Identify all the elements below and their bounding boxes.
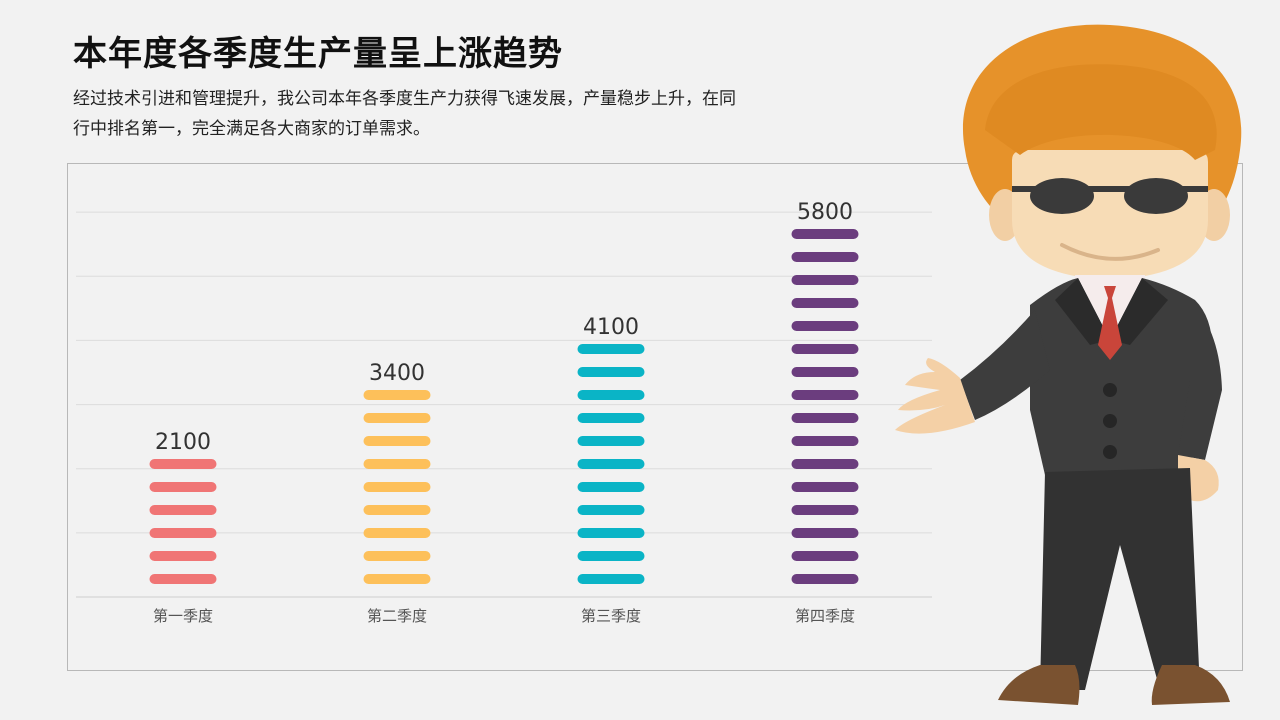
smile-icon: [1060, 243, 1160, 261]
bar-segment: [149, 528, 217, 538]
bar-segment: [363, 551, 431, 561]
x-tick-label: 第三季度: [581, 607, 641, 625]
jacket-icon: [1030, 278, 1213, 475]
bar-segment: [577, 413, 645, 423]
bar-segment: [149, 482, 217, 492]
chart-grid: [76, 211, 932, 598]
tie-icon: [1098, 286, 1122, 360]
bar-3: [577, 344, 645, 584]
bar-segment: [791, 413, 859, 423]
data-label: 5800: [797, 200, 853, 225]
bar-4: [791, 229, 859, 584]
bar-segment: [791, 551, 859, 561]
bar-segment: [149, 459, 217, 469]
bar-segment: [577, 344, 645, 354]
bar-segment: [577, 390, 645, 400]
bar-segment: [577, 459, 645, 469]
bar-segment: [577, 574, 645, 584]
page-description: 经过技术引进和管理提升，我公司本年各季度生产力获得飞速发展，产量稳步上升，在同行…: [73, 89, 736, 139]
bar-segment: [363, 482, 431, 492]
left-arm-icon: [960, 310, 1050, 420]
bar-segment: [791, 275, 859, 285]
bar-segment: [791, 574, 859, 584]
bar-segment: [791, 390, 859, 400]
bar-segment: [577, 436, 645, 446]
sunglasses-left-icon: [1030, 178, 1094, 214]
bar-segment: [363, 505, 431, 515]
bar-segment: [791, 436, 859, 446]
chart-labels: 2100 第一季度 3400 第二季度 4100 第三季度 5800 第四季度: [153, 200, 855, 625]
bar-segment: [577, 367, 645, 377]
bar-segment: [363, 459, 431, 469]
bar-segment: [791, 528, 859, 538]
data-label: 2100: [155, 430, 211, 455]
data-label: 4100: [583, 315, 639, 340]
bar-segment: [363, 574, 431, 584]
bar-segment: [791, 229, 859, 239]
sunglasses-right-icon: [1124, 178, 1188, 214]
chart-bars: [149, 229, 859, 584]
bar-segment: [791, 298, 859, 308]
bar-segment: [791, 321, 859, 331]
lapel-left-icon: [1055, 278, 1110, 345]
left-hand-icon: [895, 358, 975, 434]
bar-segment: [363, 528, 431, 538]
glasses-bridge-icon: [1012, 186, 1208, 192]
lapel-right-icon: [1110, 278, 1168, 345]
chart-frame: [67, 163, 1243, 671]
data-label: 3400: [369, 361, 425, 386]
bar-2: [363, 390, 431, 584]
trousers-icon: [1040, 468, 1200, 690]
bar-segment: [791, 367, 859, 377]
bar-segment: [149, 574, 217, 584]
left-shoe-icon: [998, 665, 1080, 705]
bar-segment: [577, 528, 645, 538]
bar-segment: [791, 344, 859, 354]
jacket-button-icon: [1103, 383, 1117, 397]
page-title: 本年度各季度生产量呈上涨趋势: [73, 34, 563, 74]
bar-segment: [577, 551, 645, 561]
bar-segment: [791, 482, 859, 492]
bar-segment: [149, 505, 217, 515]
x-tick-label: 第四季度: [795, 607, 855, 625]
bar-segment: [363, 436, 431, 446]
bar-segment: [791, 505, 859, 515]
bar-segment: [791, 459, 859, 469]
jacket-button-icon: [1103, 445, 1117, 459]
right-arm-icon: [1178, 300, 1222, 460]
bar-segment: [577, 482, 645, 492]
hair-front-icon: [985, 64, 1217, 160]
x-tick-label: 第一季度: [153, 607, 213, 625]
bar-segment: [363, 413, 431, 423]
bar-segment: [363, 390, 431, 400]
jacket-button-icon: [1103, 414, 1117, 428]
right-shoe-icon: [1151, 665, 1230, 705]
x-tick-label: 第二季度: [367, 607, 427, 625]
bar-segment: [577, 505, 645, 515]
bar-segment: [791, 252, 859, 262]
bar-segment: [149, 551, 217, 561]
bar-1: [149, 459, 217, 584]
